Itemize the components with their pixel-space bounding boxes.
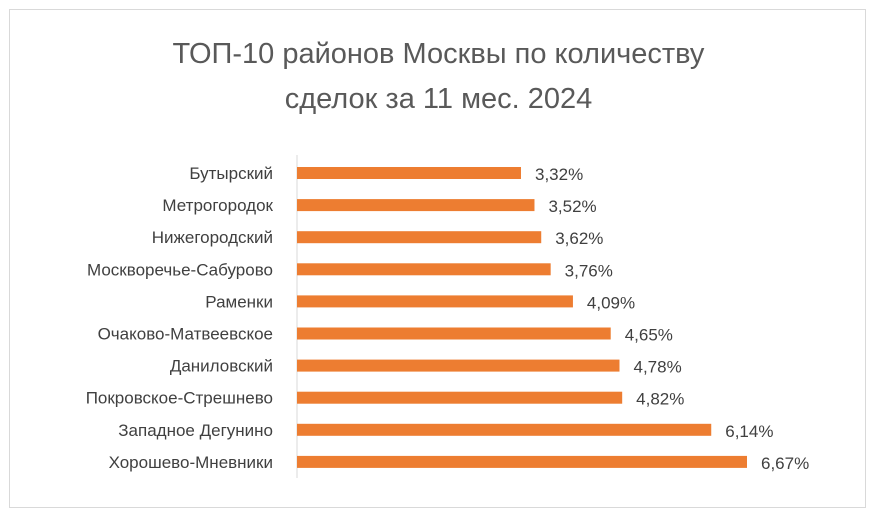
category-label: Москворечье-Сабурово: [87, 260, 273, 279]
category-label: Метрогородок: [162, 196, 273, 215]
category-label: Западное Дегунино: [118, 421, 273, 440]
bar: [297, 391, 623, 404]
category-label: Раменки: [205, 292, 273, 311]
category-label: Покровское-Стрешнево: [86, 389, 273, 408]
data-label: 4,65%: [625, 326, 673, 345]
data-label: 4,82%: [636, 390, 684, 409]
data-label: 4,09%: [587, 293, 635, 312]
bar: [297, 167, 521, 179]
category-label: Даниловский: [170, 357, 273, 376]
category-label: Нижегородский: [152, 228, 273, 247]
chart-title: ТОП-10 районов Москвы по количеству сдел…: [0, 32, 877, 122]
category-label: Очаково-Матвеевское: [98, 325, 273, 344]
category-label: Бутырский: [189, 164, 273, 183]
bar: [297, 295, 573, 308]
bar: [297, 359, 620, 372]
data-label: 6,67%: [761, 454, 809, 473]
data-label: 6,14%: [725, 422, 773, 441]
data-label: 4,78%: [633, 358, 681, 377]
bar: [297, 231, 542, 244]
chart-frame: [9, 9, 866, 508]
data-label: 3,52%: [548, 197, 596, 216]
bar: [297, 455, 747, 468]
data-label: 3,62%: [555, 229, 603, 248]
data-label: 3,32%: [535, 165, 583, 184]
category-label: Хорошево-Мневники: [109, 453, 273, 472]
chart-title-line-1: ТОП-10 районов Москвы по количеству: [172, 38, 705, 70]
chart-title-line-2: сделок за 11 мес. 2024: [284, 83, 593, 115]
bar: [297, 327, 611, 340]
data-label: 3,76%: [565, 261, 613, 280]
bar: [297, 263, 551, 276]
bar: [297, 199, 535, 212]
bar: [297, 423, 712, 436]
